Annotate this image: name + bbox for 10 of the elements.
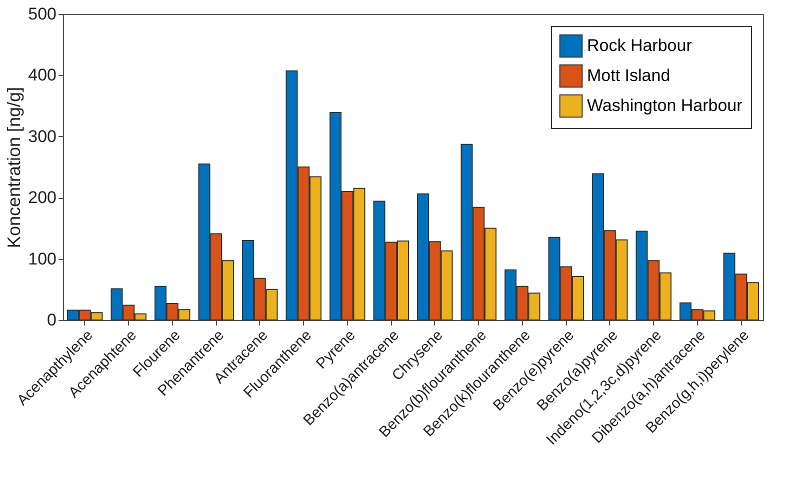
y-tick-label: 400: [28, 66, 56, 85]
legend-label: Mott Island: [587, 66, 670, 85]
y-tick-label: 0: [47, 310, 56, 330]
legend-label: Washington Harbour: [587, 96, 743, 115]
y-tick-label: 500: [28, 4, 56, 24]
legend-label: Rock Harbour: [587, 36, 692, 55]
y-tick-label: 100: [28, 249, 56, 268]
y-axis-title: Koncentration [ng/g]: [4, 86, 24, 248]
y-tick-label: 300: [28, 126, 56, 146]
y-tick-label: 200: [28, 188, 56, 208]
